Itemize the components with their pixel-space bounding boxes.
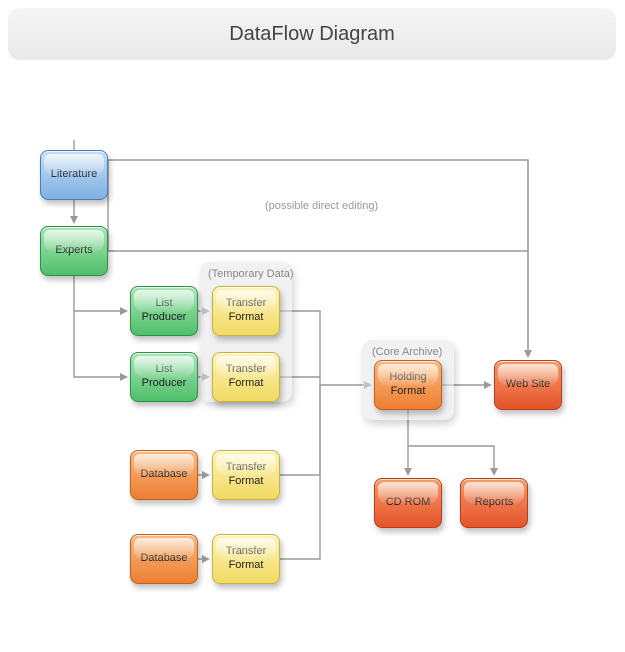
node-cd-rom: CD ROM	[374, 478, 442, 528]
node-label: Reports	[475, 496, 514, 510]
diagram-title-text: DataFlow Diagram	[229, 23, 395, 46]
node-label: Transfer Format	[217, 461, 275, 489]
node-label: Transfer Format	[217, 363, 275, 391]
node-label: List Producer	[135, 297, 193, 325]
node-transfer-format-4: Transfer Format	[212, 534, 280, 584]
node-label: Experts	[55, 244, 92, 258]
node-reports: Reports	[460, 478, 528, 528]
node-label: Literature	[51, 168, 97, 182]
group-temporary-data-label: (Temporary Data)	[208, 268, 294, 280]
edges-layer	[0, 0, 625, 652]
node-list-producer-2: List Producer	[130, 352, 198, 402]
node-holding-format: Holding Format	[374, 360, 442, 410]
node-label: Transfer Format	[217, 545, 275, 573]
node-list-producer-1: List Producer	[130, 286, 198, 336]
group-core-archive-label: (Core Archive)	[372, 346, 442, 358]
node-transfer-format-3: Transfer Format	[212, 450, 280, 500]
node-transfer-format-2: Transfer Format	[212, 352, 280, 402]
node-database-1: Database	[130, 450, 198, 500]
node-label: List Producer	[135, 363, 193, 391]
diagram-title: DataFlow Diagram	[8, 8, 616, 60]
node-label: Holding Format	[379, 371, 437, 399]
node-label: CD ROM	[386, 496, 431, 510]
node-label: Web Site	[506, 378, 550, 392]
node-database-2: Database	[130, 534, 198, 584]
node-label: Database	[140, 468, 187, 482]
node-transfer-format-1: Transfer Format	[212, 286, 280, 336]
node-label: Database	[140, 552, 187, 566]
node-web-site: Web Site	[494, 360, 562, 410]
node-label: Transfer Format	[217, 297, 275, 325]
node-experts: Experts	[40, 226, 108, 276]
annotation-possible-direct-editing: (possible direct editing)	[265, 200, 378, 212]
node-literature: Literature	[40, 150, 108, 200]
